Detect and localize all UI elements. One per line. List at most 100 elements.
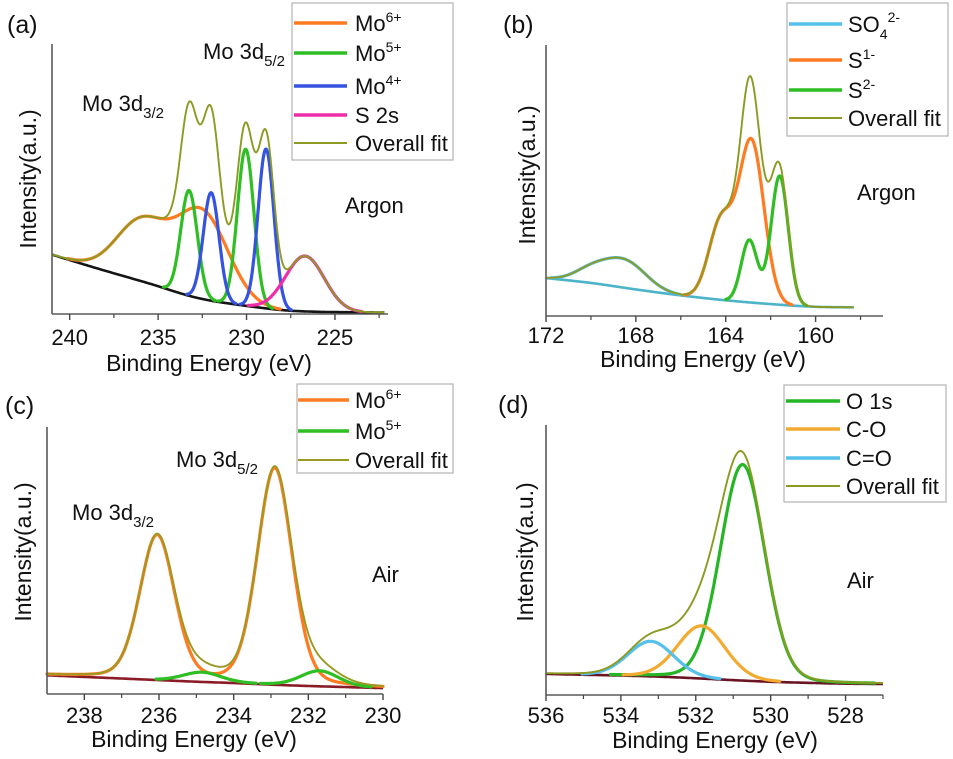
panel-label: (c)	[5, 392, 34, 420]
text-superscript: 5+	[386, 417, 402, 433]
legend-entry: Mo5+	[294, 39, 402, 66]
legend-label: Mo4+	[355, 72, 402, 99]
text-superscript: 1-	[863, 46, 876, 62]
peak-annotation: Argon	[345, 193, 404, 218]
text-base: Mo 3d	[72, 500, 133, 525]
x-tick-label: 172	[528, 323, 565, 348]
text-base: S 2s	[355, 103, 399, 128]
text-superscript: 6+	[386, 9, 402, 25]
peak-annotation: Mo 3d3/2	[82, 91, 164, 122]
text-base: Mo	[355, 11, 386, 36]
legend-entry: C-O	[786, 417, 886, 442]
text-base: C=O	[846, 446, 892, 471]
text-base: O 1s	[846, 389, 892, 414]
x-tick-label: 534	[603, 703, 640, 728]
legend-entry: SO42-	[789, 9, 900, 42]
legend-label: Overall fit	[355, 131, 448, 156]
x-axis-label: Binding Energy (eV)	[106, 350, 312, 376]
x-tick-label: 225	[317, 325, 354, 350]
legend-label: S2-	[848, 76, 875, 103]
legend: SO42- S1- S2- Overall fit	[786, 2, 949, 137]
text-subscript: 5/2	[264, 53, 285, 70]
legend-box	[783, 384, 947, 503]
curve-c-o	[621, 624, 782, 683]
text-base: Mo 3d	[82, 91, 143, 116]
peak-annotation: Mo 3d5/2	[176, 447, 258, 478]
curve-c-double-o	[580, 639, 722, 681]
text-base: Overall fit	[355, 448, 448, 473]
legend-label: SO42-	[848, 9, 900, 42]
text-base: Mo	[355, 419, 386, 444]
plot-area	[45, 465, 385, 690]
legend-label: Overall fit	[355, 448, 448, 473]
panel-label: (b)	[503, 11, 534, 39]
background-curve	[46, 674, 384, 690]
curve-mo5-plus	[154, 669, 373, 689]
text-base: Mo	[355, 74, 386, 99]
legend-entry: S1-	[789, 46, 875, 73]
x-tick-label: 530	[752, 703, 789, 728]
legend-label: O 1s	[846, 389, 892, 414]
panel-d: 536 534 532 530 528 Binding Energy (eV) Intens…	[498, 384, 947, 753]
legend-entry: Mo6+	[294, 9, 402, 36]
x-tick-label: 528	[827, 703, 864, 728]
legend-label: S 2s	[355, 103, 399, 128]
legend-label: C-O	[846, 417, 886, 442]
legend-label: Overall fit	[846, 474, 939, 499]
x-axis-label: Binding Energy (eV)	[91, 726, 297, 752]
legend-label: S1-	[848, 46, 875, 73]
text-base: C-O	[846, 417, 886, 442]
peak-annotation: Mo 3d5/2	[203, 39, 285, 70]
legend-entry: Mo5+	[298, 417, 402, 444]
panel-label: (a)	[7, 11, 38, 39]
overall-fit-curve	[545, 75, 855, 309]
text-base: Overall fit	[848, 106, 941, 131]
x-tick-label: 230	[365, 703, 402, 728]
x-axis-label: Binding Energy (eV)	[600, 346, 806, 372]
panel-label: (d)	[498, 391, 529, 419]
plot-area	[545, 450, 884, 686]
legend-entry: Overall fit	[298, 448, 448, 473]
peak-annotation: Air	[847, 568, 874, 593]
peak-annotation: Mo 3d3/2	[72, 500, 154, 531]
panel-c: 238 236 234 232 230 Binding Energy (eV) Intens…	[5, 383, 454, 752]
curve-mo4-plus	[185, 147, 293, 312]
y-axis-label: Intensity(a.u.)	[514, 105, 540, 244]
text-base: Argon	[345, 193, 404, 218]
x-tick-label: 536	[528, 703, 565, 728]
plot-area	[545, 75, 855, 309]
background-curve	[545, 276, 855, 309]
text-superscript: 4+	[386, 72, 402, 88]
text-base: Air	[372, 562, 399, 587]
legend-entry: O 1s	[786, 389, 892, 414]
legend-entry: Mo4+	[294, 72, 402, 99]
x-tick-label: 235	[140, 325, 177, 350]
x-tick-label: 238	[66, 703, 103, 728]
legend-entry: C=O	[786, 446, 892, 471]
legend-entry: S 2s	[294, 103, 399, 128]
legend-label: Overall fit	[848, 106, 941, 131]
legend-label: Mo5+	[355, 417, 402, 444]
legend-entry: Overall fit	[294, 131, 448, 156]
text-base: Mo	[355, 41, 386, 66]
x-axis-label: Binding Energy (eV)	[612, 727, 818, 753]
x-tick-label: 236	[141, 703, 178, 728]
text-subscript: 5/2	[237, 461, 258, 478]
text-superscript: 5+	[386, 39, 402, 55]
legend-entry: Mo6+	[298, 386, 402, 413]
text-base: Mo	[355, 388, 386, 413]
plot-area	[51, 100, 386, 314]
text-base: SO	[848, 12, 880, 37]
text-subscript: 3/2	[143, 105, 164, 122]
legend-label: Mo6+	[355, 386, 402, 413]
x-tick-label: 532	[677, 703, 714, 728]
overall-fit-curve	[545, 450, 884, 684]
legend-entry: Overall fit	[789, 106, 941, 131]
text-base: Air	[847, 568, 874, 593]
x-tick-label: 160	[797, 323, 834, 348]
x-tick-label: 168	[618, 323, 655, 348]
text-base: Mo 3d	[176, 447, 237, 472]
legend: O 1s C-O C=O Overall fit	[783, 384, 947, 503]
